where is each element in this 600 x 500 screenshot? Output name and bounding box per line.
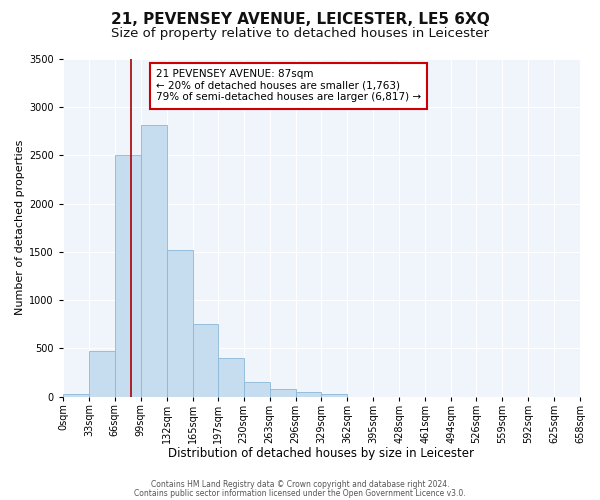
Bar (193, 324, 218, 396)
Bar (167, 250, 193, 396)
Text: Size of property relative to detached houses in Leicester: Size of property relative to detached ho… (111, 28, 489, 40)
Bar (296, 392, 322, 396)
Text: Contains HM Land Registry data © Crown copyright and database right 2024.: Contains HM Land Registry data © Crown c… (151, 480, 449, 489)
Text: 21 PEVENSEY AVENUE: 87sqm
← 20% of detached houses are smaller (1,763)
79% of se: 21 PEVENSEY AVENUE: 87sqm ← 20% of detac… (156, 69, 421, 102)
Bar (141, 124, 167, 396)
Bar (89, 351, 115, 397)
X-axis label: Distribution of detached houses by size in Leicester: Distribution of detached houses by size … (169, 447, 475, 460)
Y-axis label: Number of detached properties: Number of detached properties (15, 140, 25, 316)
Bar (218, 358, 244, 397)
Bar (269, 390, 296, 396)
Bar (115, 156, 141, 396)
Bar (244, 382, 269, 396)
Text: Contains public sector information licensed under the Open Government Licence v3: Contains public sector information licen… (134, 488, 466, 498)
Text: 21, PEVENSEY AVENUE, LEICESTER, LE5 6XQ: 21, PEVENSEY AVENUE, LEICESTER, LE5 6XQ (110, 12, 490, 28)
Bar (322, 394, 347, 396)
Bar (63, 394, 89, 396)
